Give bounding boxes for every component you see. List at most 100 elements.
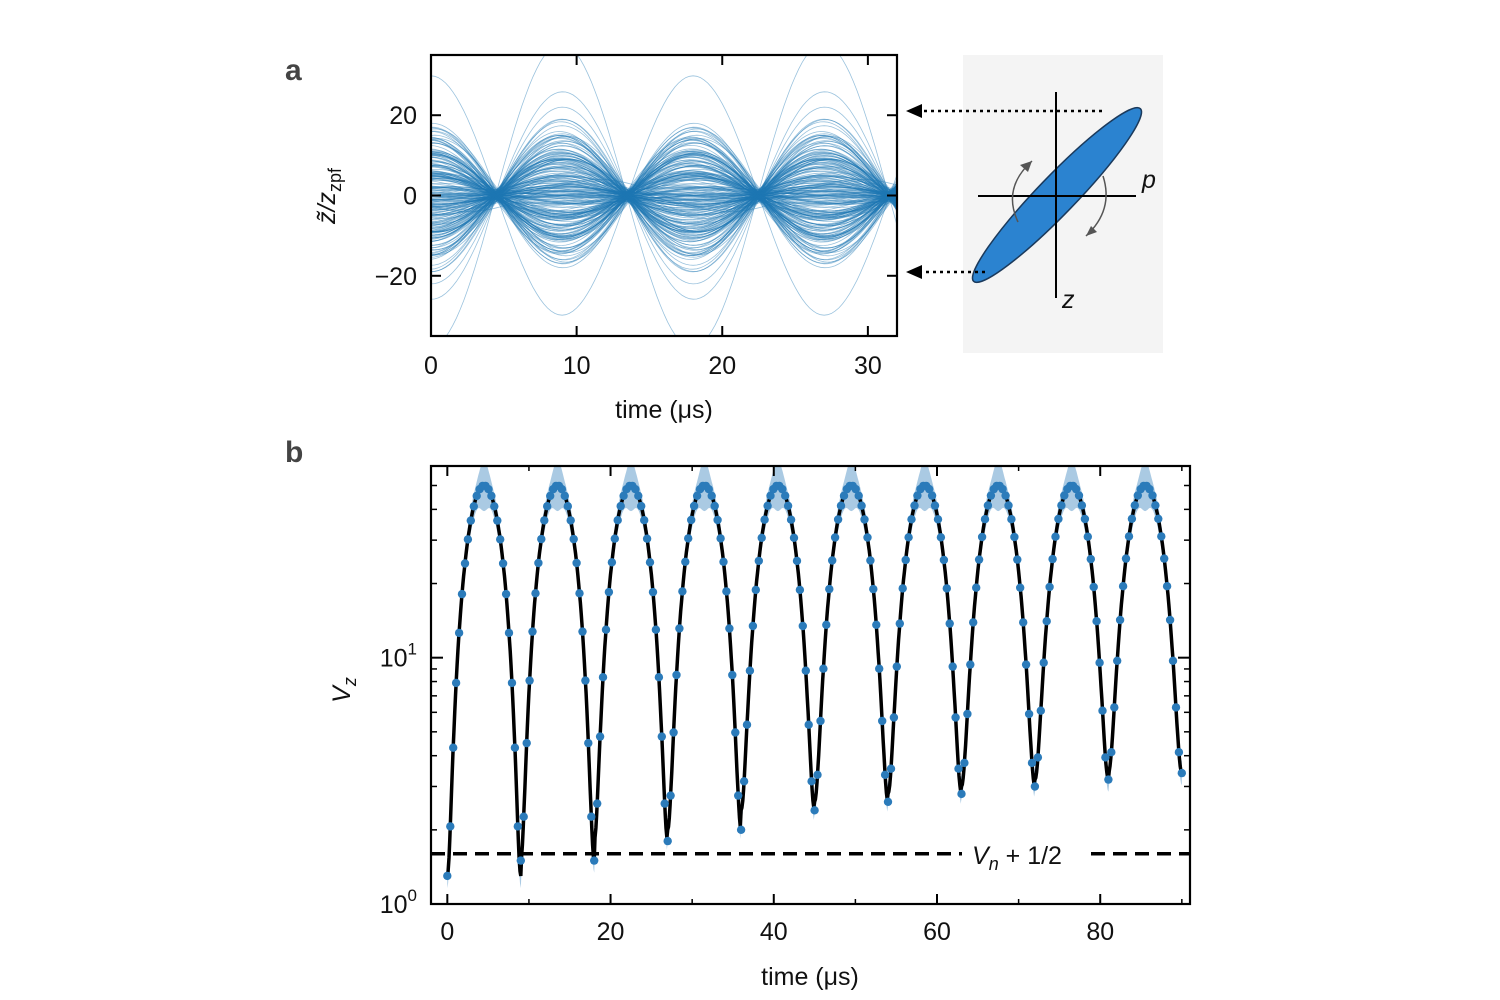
data-point <box>557 485 567 494</box>
trajectory-trace <box>431 187 897 204</box>
trajectory-trace <box>431 179 897 212</box>
trajectory-trace <box>445 55 897 336</box>
data-point <box>869 584 878 594</box>
trajectory-trace <box>431 150 897 241</box>
data-point <box>828 556 837 565</box>
x-tick-label: 30 <box>854 352 882 380</box>
trajectory-trace <box>431 156 897 235</box>
data-point <box>854 491 863 500</box>
trajectory-trace <box>431 174 897 217</box>
trajectory-trace <box>431 191 897 200</box>
trajectory-trace <box>431 183 897 208</box>
data-point <box>590 856 599 865</box>
data-point <box>1162 582 1172 591</box>
data-point <box>945 619 954 628</box>
data-point <box>736 825 746 834</box>
trajectory-trace <box>431 184 897 207</box>
data-point <box>963 709 972 719</box>
data-point <box>925 484 934 494</box>
data-point <box>457 589 467 599</box>
panel-b-ylabel: Vz <box>328 677 360 703</box>
trajectory-trace <box>431 138 897 253</box>
data-point <box>716 534 725 543</box>
data-point <box>998 484 1007 494</box>
data-point <box>1130 501 1140 510</box>
trajectory-trace <box>431 183 897 208</box>
data-point <box>892 662 901 671</box>
trajectory-trace <box>431 191 897 200</box>
trajectory-trace <box>431 156 897 235</box>
data-point <box>575 589 584 598</box>
data-point <box>1160 554 1169 563</box>
trajectory-trace <box>431 192 897 199</box>
trajectory-trace <box>431 154 897 237</box>
trajectory-trace <box>431 148 897 243</box>
data-point <box>742 720 752 729</box>
data-point <box>610 534 619 543</box>
x-tick-label: 10 <box>563 352 591 380</box>
trajectory-trace <box>431 192 897 199</box>
data-point <box>678 587 687 596</box>
x-tick-label: 40 <box>760 918 788 946</box>
trajectory-trace <box>431 169 897 222</box>
trajectory-trace <box>431 142 897 249</box>
trajectory-trace <box>431 75 897 316</box>
data-point <box>613 516 622 525</box>
data-point <box>519 812 528 821</box>
trajectory-trace <box>431 163 897 228</box>
trajectory-trace <box>431 188 897 203</box>
data-point <box>543 502 552 511</box>
trajectory-trace <box>431 152 897 239</box>
data-point <box>1107 748 1116 757</box>
trajectory-trace <box>431 186 897 205</box>
data-point <box>783 501 793 510</box>
trajectory-trace <box>431 175 897 216</box>
phase-space-inset: p z <box>906 55 1163 353</box>
trajectory-trace <box>431 174 897 217</box>
data-point <box>525 676 534 685</box>
trajectory-trace <box>431 179 897 212</box>
data-point <box>663 836 672 846</box>
data-point <box>1115 615 1125 625</box>
data-point <box>1110 703 1119 712</box>
data-point <box>660 799 669 808</box>
data-point <box>1080 514 1090 524</box>
trajectory-trace <box>431 186 897 205</box>
trajectory-trace <box>431 130 897 261</box>
data-point <box>566 516 575 525</box>
data-point <box>810 806 819 815</box>
trajectory-trace <box>431 138 897 253</box>
trajectory-trace <box>431 159 897 232</box>
trajectory-trace <box>431 172 897 219</box>
data-point <box>607 558 617 567</box>
data-point <box>681 557 690 566</box>
data-point <box>1024 709 1034 719</box>
data-point <box>927 491 937 500</box>
trajectory-trace <box>431 190 897 201</box>
trajectory-trace <box>431 139 897 252</box>
data-point <box>786 515 796 524</box>
data-point <box>513 822 522 831</box>
data-point <box>645 558 655 567</box>
data-point <box>801 666 810 675</box>
trajectory-trace <box>431 142 897 249</box>
x-tick-label: 80 <box>1086 918 1114 946</box>
trajectory-trace <box>431 158 897 233</box>
trajectory-trace <box>431 175 897 216</box>
data-point <box>601 625 611 634</box>
data-point <box>839 491 849 500</box>
trajectory-trace <box>431 118 897 273</box>
trajectory-trace <box>431 186 897 205</box>
data-point <box>496 535 505 544</box>
data-point <box>1174 748 1184 757</box>
data-point <box>986 491 996 500</box>
data-point <box>983 501 993 510</box>
data-point <box>498 559 508 568</box>
trajectory-trace <box>431 191 897 200</box>
trajectory-trace <box>431 145 897 246</box>
trajectory-trace <box>431 161 897 230</box>
data-point <box>889 713 899 722</box>
data-point <box>836 501 846 510</box>
data-point <box>443 871 452 881</box>
trajectory-trace <box>431 160 897 231</box>
